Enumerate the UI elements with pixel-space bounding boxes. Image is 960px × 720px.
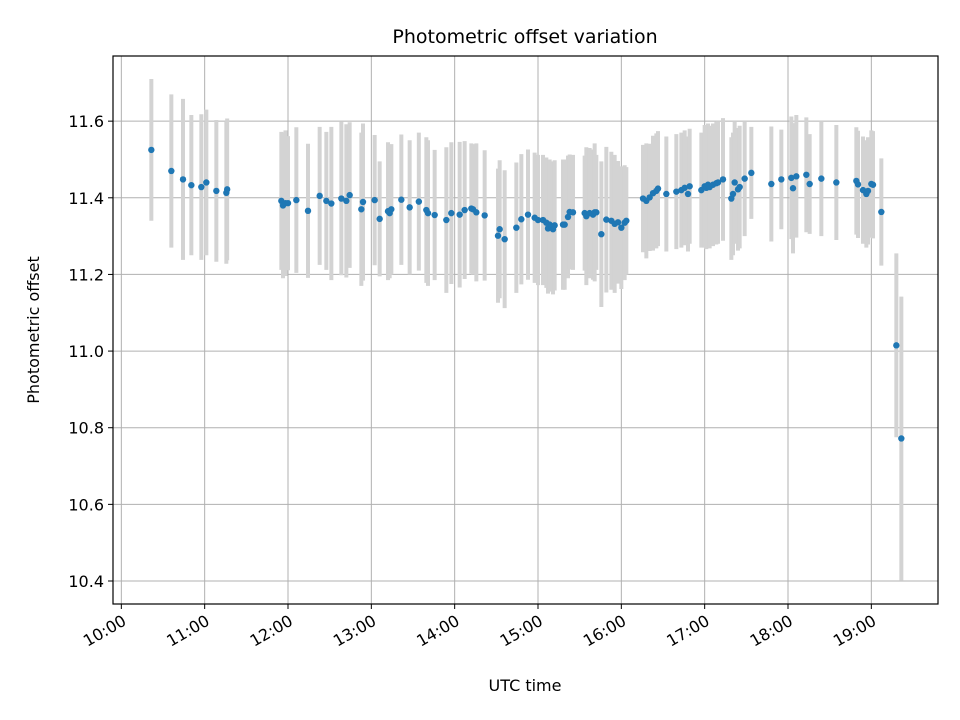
data-point	[788, 174, 795, 182]
data-point	[729, 190, 737, 198]
data-point	[806, 180, 813, 188]
data-point	[293, 196, 300, 204]
data-point	[603, 216, 610, 223]
data-point	[343, 197, 350, 205]
data-point	[564, 213, 572, 221]
data-point	[534, 216, 542, 224]
data-point	[443, 216, 450, 224]
data-point	[328, 200, 335, 207]
data-point	[893, 342, 900, 349]
data-point	[448, 209, 455, 217]
y-tick-label: 11.0	[68, 342, 104, 361]
data-point	[561, 221, 568, 228]
data-point	[748, 169, 755, 177]
data-point	[338, 195, 345, 202]
data-point	[431, 211, 438, 219]
data-point	[424, 209, 432, 217]
data-point	[406, 204, 413, 211]
data-point	[684, 190, 692, 198]
data-point	[864, 187, 872, 195]
data-point	[188, 181, 195, 189]
data-points	[148, 146, 905, 442]
data-point	[198, 183, 205, 191]
data-point	[654, 185, 662, 192]
data-point	[513, 224, 520, 231]
data-point	[623, 217, 630, 224]
plot-frame	[112, 55, 939, 605]
data-point	[524, 211, 532, 218]
data-point	[358, 206, 365, 213]
data-point	[179, 176, 187, 183]
data-point	[598, 230, 605, 238]
y-axis-title: Photometric offset	[24, 256, 43, 404]
data-point	[415, 198, 423, 205]
x-axis-title: UTC time	[489, 676, 562, 695]
data-point	[778, 176, 785, 183]
data-point	[854, 181, 862, 188]
data-point	[686, 183, 693, 190]
data-point	[681, 184, 688, 192]
grid	[113, 56, 938, 604]
data-point	[719, 176, 727, 183]
data-point	[898, 435, 905, 442]
data-point	[346, 191, 353, 199]
chart-title: Photometric offset variation	[392, 26, 657, 48]
data-point	[833, 179, 840, 186]
data-point	[323, 197, 330, 205]
data-point	[663, 190, 670, 198]
data-point	[869, 181, 877, 188]
y-tick-label: 11.2	[68, 265, 104, 284]
data-point	[481, 212, 488, 219]
y-tick-label: 10.8	[68, 419, 104, 438]
y-tick-label: 11.6	[68, 112, 104, 131]
data-point	[223, 186, 231, 193]
data-point	[593, 209, 600, 216]
data-point	[376, 215, 383, 223]
data-point	[496, 226, 503, 233]
data-point	[304, 207, 312, 215]
y-tick-label: 10.6	[68, 495, 104, 514]
data-point	[501, 235, 508, 243]
data-point	[284, 199, 292, 207]
data-point	[741, 175, 748, 182]
data-point	[473, 209, 480, 216]
y-tick-label: 11.4	[68, 189, 104, 208]
data-point	[388, 206, 395, 213]
data-point	[316, 192, 323, 200]
data-point	[494, 232, 502, 239]
data-point	[398, 196, 405, 203]
data-point	[359, 198, 367, 206]
data-point	[461, 206, 468, 214]
data-point	[789, 185, 797, 192]
data-point	[673, 188, 680, 195]
data-point	[618, 224, 625, 231]
y-axis-ticks: 10.4 10.6 10.8 11.0 11.2 11.4 11.6	[68, 112, 113, 591]
data-point	[818, 175, 825, 182]
data-point	[213, 187, 220, 195]
data-point	[731, 179, 738, 186]
data-point	[456, 211, 463, 218]
data-point	[793, 173, 800, 180]
data-point	[803, 171, 810, 178]
data-point	[148, 146, 155, 154]
y-tick-label: 10.4	[68, 572, 104, 591]
data-point	[614, 219, 622, 226]
data-point	[518, 216, 525, 223]
data-point	[203, 179, 210, 186]
data-point	[878, 208, 885, 216]
data-point	[569, 209, 577, 216]
data-point	[714, 179, 722, 186]
data-point	[168, 167, 175, 175]
data-point	[768, 180, 775, 188]
data-point	[736, 183, 743, 191]
data-point	[371, 196, 378, 204]
data-point	[551, 222, 558, 229]
